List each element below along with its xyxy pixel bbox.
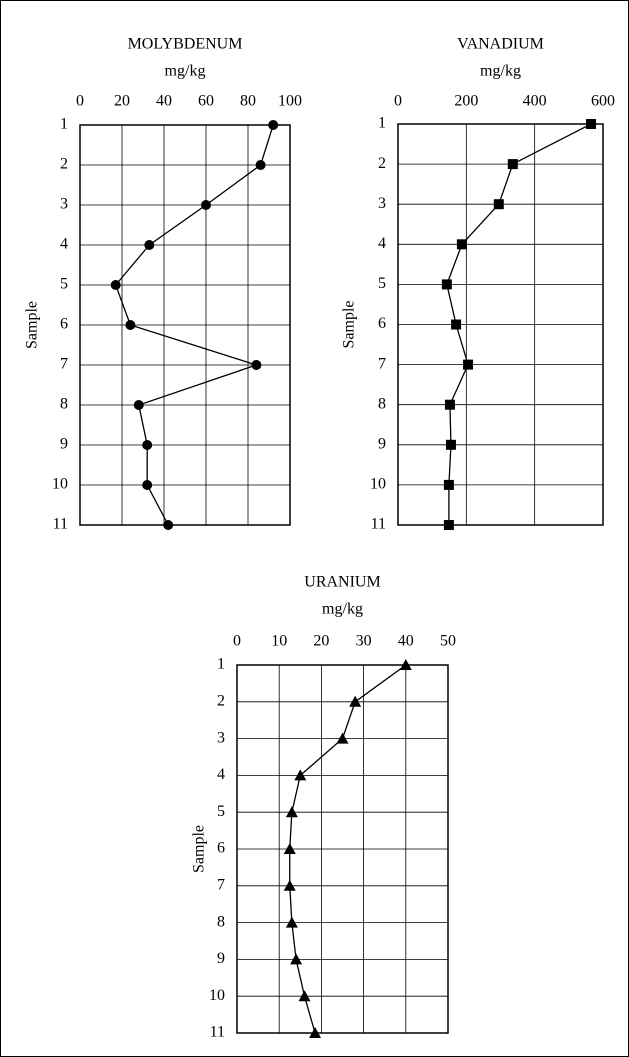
y-tick-label: 1 [378,115,386,132]
chart-title: URANIUM [304,574,380,591]
data-point [443,520,454,530]
x-tick-label: 400 [523,93,547,110]
y-tick-label: 2 [378,155,386,172]
y-tick-label: 3 [60,196,68,213]
y-tick-label: 1 [217,656,225,673]
y-tick-label: 7 [378,355,386,372]
y-tick-label: 11 [210,1024,225,1041]
y-tick-label: 10 [52,476,68,493]
plot-frame [236,664,449,1034]
x-axis-label: mg/kg [480,63,521,80]
data-point [283,879,296,891]
y-tick-label: 1 [60,116,68,133]
x-tick-label: 0 [76,93,84,110]
data-point [336,732,349,744]
y-tick-label: 5 [378,275,386,292]
data-point [133,400,144,410]
data-point [142,480,153,490]
x-tick-label: 0 [394,93,402,110]
data-point [444,399,455,410]
y-axis-label: Sample [341,301,358,349]
data-point [163,520,174,530]
data-point [399,659,412,670]
data-point [451,319,462,330]
y-tick-label: 2 [60,156,68,173]
y-axis-label: Sample [191,825,208,873]
y-tick-label: 3 [217,729,225,746]
data-point [298,990,311,1002]
x-tick-label: 50 [440,633,456,650]
y-tick-label: 2 [217,692,225,709]
y-tick-label: 4 [60,236,68,253]
y-tick-label: 9 [60,436,68,453]
y-tick-label: 5 [60,276,68,293]
x-tick-label: 40 [156,93,172,110]
y-tick-label: 4 [378,235,386,252]
data-point [268,120,279,130]
data-point [309,1027,322,1038]
y-tick-label: 8 [378,395,386,412]
x-tick-label: 200 [454,93,478,110]
data-point [463,359,474,370]
y-tick-label: 8 [60,396,68,413]
x-tick-label: 10 [271,633,287,650]
y-tick-label: 5 [217,803,225,820]
y-tick-label: 9 [378,435,386,452]
data-point [144,240,155,250]
y-tick-label: 11 [371,516,386,533]
y-tick-label: 4 [217,766,225,783]
data-point [255,160,266,170]
x-tick-label: 40 [398,633,414,650]
chart-title: MOLYBDENUM [128,36,243,53]
y-tick-label: 3 [378,195,386,212]
x-tick-label: 100 [278,93,302,110]
x-axis-label: mg/kg [322,601,363,618]
y-tick-label: 6 [378,315,386,332]
x-tick-label: 60 [198,93,214,110]
y-tick-label: 6 [60,316,68,333]
data-point [441,279,452,290]
data-point [586,119,597,129]
data-point [285,806,298,818]
x-tick-label: 0 [233,633,241,650]
y-axis-label: Sample [24,301,41,349]
data-point [142,440,153,450]
data-point [201,200,211,210]
data-point [110,280,121,290]
x-tick-label: 20 [313,633,329,650]
data-point [290,953,303,965]
data-point [445,439,456,450]
x-axis-label: mg/kg [165,63,206,80]
data-point [251,360,262,370]
chart-title: VANADIUM [457,36,544,53]
y-tick-label: 8 [217,913,225,930]
y-tick-label: 10 [209,987,225,1004]
data-point [294,769,307,781]
y-tick-label: 7 [60,356,68,373]
plot-frame [397,123,604,526]
data-point [285,916,298,928]
data-point [507,159,518,170]
y-tick-label: 11 [53,516,68,533]
y-tick-label: 7 [217,876,225,893]
data-point [456,239,467,250]
y-tick-label: 10 [370,476,386,493]
data-point [283,843,296,854]
x-tick-label: 80 [240,93,256,110]
plot-frame [79,124,291,526]
data-point [493,199,504,210]
y-tick-label: 6 [217,840,225,857]
x-tick-label: 600 [591,93,615,110]
data-point [349,695,362,707]
x-tick-label: 20 [114,93,130,110]
data-point [443,479,454,490]
y-tick-label: 9 [217,950,225,967]
x-tick-label: 30 [356,633,372,650]
data-point [125,320,136,330]
